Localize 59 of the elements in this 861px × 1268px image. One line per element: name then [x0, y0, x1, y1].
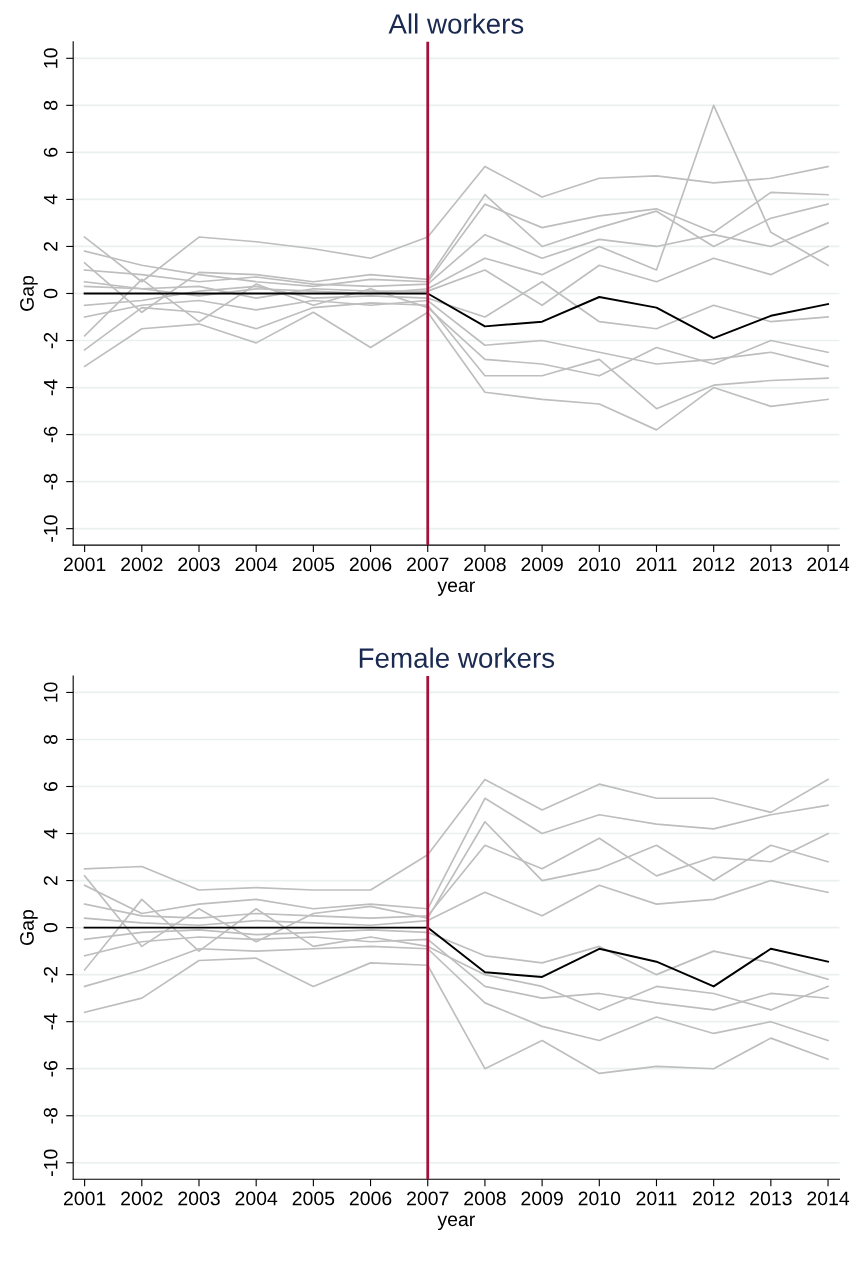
- x-tick-label: 2001: [63, 557, 106, 572]
- x-tick-label: 2003: [178, 557, 220, 572]
- x-tick-label: 2012: [693, 1191, 735, 1206]
- x-tick-label: 2007: [407, 557, 449, 572]
- x-tick-label: 2002: [121, 1191, 163, 1206]
- x-tick-label: 2013: [750, 557, 792, 572]
- x-axis-title: year: [437, 581, 475, 596]
- y-tick-label: 2: [43, 242, 58, 251]
- x-axis-title: year: [437, 1215, 475, 1231]
- x-tick-label: 2013: [750, 1191, 792, 1206]
- y-tick-label: -8: [43, 1107, 58, 1124]
- y-axis-title: Gap: [20, 275, 38, 311]
- x-tick-label: 2002: [121, 557, 163, 572]
- x-tick-label: 2008: [464, 1191, 506, 1206]
- y-tick-label: -10: [43, 1149, 58, 1176]
- x-tick-label: 2001: [63, 1191, 106, 1206]
- x-tick-label: 2014: [807, 1191, 850, 1206]
- x-tick-label: 2004: [235, 1191, 278, 1206]
- x-tick-label: 2004: [235, 557, 278, 572]
- x-tick-label: 2009: [521, 557, 563, 572]
- y-tick-label: 0: [43, 922, 58, 933]
- y-tick-label: 8: [43, 734, 58, 745]
- y-tick-label: -4: [43, 379, 58, 396]
- y-tick-label: 2: [43, 876, 58, 885]
- y-tick-label: 0: [43, 288, 58, 299]
- y-tick-label: 4: [43, 194, 58, 205]
- y-tick-label: -4: [43, 1013, 58, 1030]
- x-tick-label: 2005: [292, 557, 335, 572]
- y-tick-label: 10: [43, 682, 58, 702]
- x-tick-label: 2012: [693, 557, 735, 572]
- x-tick-label: 2009: [521, 1191, 563, 1206]
- y-tick-label: -2: [43, 966, 58, 983]
- x-tick-label: 2005: [292, 1191, 335, 1206]
- y-tick-label: -8: [43, 473, 58, 490]
- y-tick-label: 4: [43, 828, 58, 839]
- x-tick-label: 2006: [349, 1191, 392, 1206]
- line-series: [83, 292, 830, 340]
- chart-title: All workers: [388, 13, 524, 34]
- x-tick-label: 2014: [807, 557, 850, 572]
- y-tick-label: 8: [43, 100, 58, 110]
- line-series: [83, 926, 830, 988]
- y-tick-label: 10: [43, 48, 58, 68]
- x-tick-label: 2008: [464, 557, 506, 572]
- x-tick-label: 2010: [578, 557, 621, 572]
- x-tick-label: 2011: [636, 1191, 677, 1206]
- y-tick-label: -6: [43, 1060, 58, 1077]
- y-tick-label: 6: [43, 147, 58, 157]
- x-tick-label: 2011: [636, 557, 677, 572]
- x-tick-label: 2006: [349, 557, 392, 572]
- y-tick-label: -2: [43, 332, 58, 349]
- y-tick-label: -6: [43, 426, 58, 443]
- line-series: [83, 957, 829, 1075]
- x-tick-label: 2007: [407, 1191, 449, 1206]
- y-tick-label: -10: [43, 515, 58, 542]
- x-tick-label: 2010: [578, 1191, 621, 1206]
- chart-title: Female workers: [359, 647, 555, 668]
- y-tick-label: 6: [43, 781, 58, 791]
- x-tick-label: 2003: [178, 1191, 220, 1206]
- y-axis-title: Gap: [20, 910, 38, 945]
